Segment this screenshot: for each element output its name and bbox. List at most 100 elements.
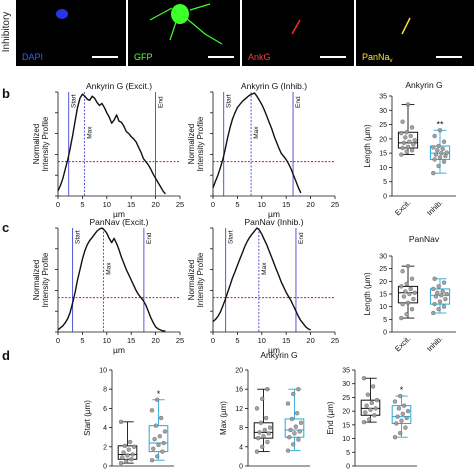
data-point [121, 450, 126, 455]
x-tick-label: 10 [258, 200, 266, 209]
y-axis-label: NormalizedIntensity Profile [187, 116, 205, 171]
data-point [411, 296, 416, 302]
data-point [263, 415, 269, 421]
x-axis-label: µm [113, 345, 125, 355]
data-point [405, 144, 411, 150]
x-tick-label: 0 [56, 336, 60, 345]
y-tick-label: 15 [379, 151, 387, 158]
data-point [261, 434, 266, 439]
micrograph-label-pannav: PanNav [362, 52, 393, 64]
data-point [441, 304, 447, 309]
max-marker-label: Max [253, 126, 260, 139]
data-point [395, 414, 400, 419]
data-point [364, 403, 369, 408]
y-tick-label: 20 [342, 409, 350, 416]
end-marker-label: End [298, 232, 305, 244]
data-point [433, 294, 439, 299]
y-tick-label: 5 [383, 317, 387, 324]
y-axis-label: Length (µm) [363, 124, 372, 168]
data-point [400, 145, 405, 151]
data-point [401, 403, 407, 408]
data-point [435, 290, 440, 295]
x-tick-label: 25 [176, 336, 184, 345]
data-point [407, 291, 412, 297]
y-tick-label: 30 [379, 254, 387, 261]
micrograph-dapi [16, 0, 126, 66]
x-tick-label: 15 [127, 336, 135, 345]
y-tick-label: 2 [103, 444, 107, 451]
y-axis-label: NormalizedIntensity Profile [32, 116, 50, 171]
x-tick-label: 5 [235, 200, 239, 209]
data-point [437, 299, 443, 304]
data-point [404, 312, 409, 317]
data-point [290, 391, 296, 397]
data-point [440, 146, 445, 152]
chart-title: PanNav (Inhib.) [244, 217, 303, 227]
y-axis-label: Start (µm) [83, 400, 92, 436]
profile-chart-pannav-inhib: PanNav (Inhib.) 0 5 10 15 20 25 µm NormalizedInt… [187, 217, 339, 355]
data-point [370, 384, 376, 389]
data-point [131, 444, 137, 449]
max-marker-label: Max [261, 262, 268, 275]
data-point [399, 152, 404, 157]
data-point [256, 435, 261, 441]
max-marker-label: Max [105, 262, 112, 275]
data-point [431, 286, 436, 292]
panel-letter-c: c [2, 220, 9, 235]
x-axis-label: µm [113, 209, 125, 219]
data-point [401, 294, 407, 299]
data-point [262, 427, 268, 433]
data-point [431, 145, 436, 150]
micrograph-label-gfp: GFP [134, 52, 153, 62]
data-point [397, 430, 403, 436]
data-point [431, 310, 436, 316]
data-point [412, 138, 417, 143]
y-tick-label: 0 [383, 194, 387, 201]
data-point [151, 446, 156, 451]
data-point [152, 436, 157, 442]
data-point [407, 139, 412, 144]
data-point [400, 301, 405, 307]
data-point [435, 148, 440, 153]
data-point [156, 442, 161, 448]
data-point [409, 307, 415, 312]
profile-line [57, 93, 166, 195]
start-marker-label: Start [228, 230, 235, 244]
y-tick-label: 20 [379, 279, 387, 286]
data-point [361, 419, 367, 425]
profile-line [212, 227, 311, 331]
start-marker-label: Start [71, 94, 78, 108]
y-tick-label: 0 [383, 330, 387, 337]
y-tick-label: 25 [342, 395, 350, 402]
micrograph-label-ankg: AnkG [248, 52, 271, 62]
data-point [296, 437, 301, 442]
box [148, 425, 169, 453]
box [429, 288, 451, 305]
gfp-neuron [149, 3, 223, 45]
data-point [399, 130, 404, 136]
y-axis-label-line2: Intensity Profile [196, 116, 205, 171]
x-tick-label: 10 [258, 336, 266, 345]
y-axis-label: NormalizedIntensity Profile [32, 252, 50, 307]
y-tick-label: 0 [103, 464, 107, 471]
data-point [265, 439, 270, 445]
data-point [439, 293, 444, 298]
category-label: Inhib. [425, 334, 444, 353]
x-tick-label: 5 [80, 200, 84, 209]
data-point [432, 133, 437, 139]
y-tick-label: 20 [235, 368, 243, 375]
chart-title: Ankyrin G (Inhib.) [241, 81, 307, 91]
data-point [437, 128, 443, 133]
y-tick-label: 30 [342, 381, 350, 388]
data-point [122, 443, 128, 449]
data-point [399, 418, 404, 423]
micrograph-pannav [356, 0, 474, 66]
data-point [287, 435, 292, 440]
x-tick-label: 10 [103, 200, 111, 209]
data-point [366, 417, 372, 422]
data-point [293, 424, 299, 429]
data-point [433, 152, 439, 157]
box-chart-max: Ankyrin G 0 4 8 12 16 20 Max (µm) [219, 350, 310, 471]
data-point [403, 135, 408, 140]
y-tick-label: 5 [383, 179, 387, 186]
